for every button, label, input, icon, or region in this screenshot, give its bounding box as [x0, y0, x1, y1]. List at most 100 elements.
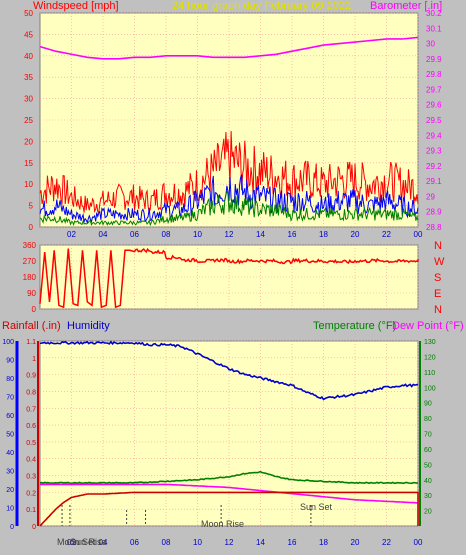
rainfall-tick-label: 0 [32, 524, 36, 531]
rainfall-tick-label: 0.6 [26, 423, 36, 430]
wind-x-tick-label: 06 [130, 230, 139, 239]
windspeed-tick-label: 25 [24, 116, 33, 125]
wind-x-tick-label: 22 [382, 230, 391, 239]
temperature-tick-label: 100 [424, 385, 436, 392]
temperature-tick-label: 30 [424, 493, 432, 500]
rainfall-line [39, 491, 419, 527]
windspeed-tick-label: 40 [24, 52, 33, 61]
windspeed-tick-label: 20 [24, 137, 33, 146]
rain-x-tick-label: 14 [256, 538, 265, 547]
rainfall-tick-label: 0.5 [26, 440, 36, 447]
rainfall-tick-label: 0.7 [26, 406, 36, 413]
rain-x-tick-label: 10 [193, 538, 202, 547]
rainfall-tick-label: 1.1 [26, 339, 36, 346]
temperature-tick-label: 50 [424, 462, 432, 469]
axis-tick-labels: 0510152025303540455028.828.92929.129.229… [2, 9, 445, 547]
wind-barometer-series [39, 36, 419, 227]
temperature-line [39, 470, 419, 485]
humidity-line [39, 340, 419, 401]
rain-x-tick-label: 12 [225, 538, 234, 547]
humidity-tick-label: 90 [6, 358, 14, 365]
compass-label: W [434, 256, 445, 268]
compass-label: E [434, 288, 441, 300]
windspeed-tick-label: 15 [24, 159, 33, 168]
rain-x-tick-label: 20 [351, 538, 360, 547]
rain-x-tick-label: 22 [382, 538, 391, 547]
rain-x-tick-label: 06 [130, 538, 139, 547]
humidity-tick-label: 60 [6, 413, 14, 420]
barometer-tick-label: 29.4 [426, 131, 442, 140]
moon-set-label: Moon Set [57, 537, 96, 547]
rainfall-title: Rainfall (.in) [2, 320, 61, 332]
humidity-title: Humidity [67, 320, 110, 332]
compass-label: N [434, 304, 442, 316]
temperature-tick-label: 90 [424, 401, 432, 408]
humidity-tick-label: 20 [6, 487, 14, 494]
humidity-tick-label: 50 [6, 432, 14, 439]
humidity-tick-label: 80 [6, 376, 14, 383]
direction-tick-label: 0 [32, 305, 37, 314]
compass-label: N [434, 240, 442, 252]
rain-x-tick-label: 04 [99, 538, 108, 547]
wind-x-tick-label: 08 [162, 230, 171, 239]
rain-x-tick-label: 02 [67, 538, 76, 547]
barometer-line [39, 36, 419, 60]
temperature-tick-label: 110 [424, 370, 435, 377]
rainfall-tick-label: 0.2 [26, 490, 36, 497]
barometer-tick-label: 29 [426, 192, 435, 201]
temperature-tick-label: 80 [424, 416, 432, 423]
wind-x-tick-label: 20 [351, 230, 360, 239]
rainfall-tick-label: 0.3 [26, 474, 36, 481]
rainfall-tick-label: 0.1 [26, 507, 36, 514]
event-markers [61, 505, 312, 526]
rain-x-tick-label: 18 [319, 538, 328, 547]
barometer-tick-label: 29.9 [426, 55, 442, 64]
wind-x-tick-label: 02 [67, 230, 76, 239]
barometer-tick-label: 29.1 [426, 177, 442, 186]
direction-tick-label: 270 [23, 257, 37, 266]
rain-humidity-series [39, 340, 419, 527]
barometer-tick-label: 29.7 [426, 85, 442, 94]
barometer-tick-label: 29.5 [426, 116, 442, 125]
temperature-tick-label: 40 [424, 478, 432, 485]
wind-x-tick-label: 00 [414, 230, 423, 239]
barometer-tick-label: 30.1 [426, 24, 442, 33]
windspeed-tick-label: 35 [24, 73, 33, 82]
wind-x-tick-label: 12 [225, 230, 234, 239]
wind-x-tick-label: 04 [99, 230, 108, 239]
humidity-tick-label: 100 [2, 339, 14, 346]
windspeed-tick-label: 0 [29, 223, 34, 232]
temperature-title: Temperature (°F) [313, 320, 396, 332]
rain-x-tick-label: 16 [288, 538, 297, 547]
compass-label: S [434, 272, 441, 284]
barometer-tick-label: 28.9 [426, 208, 442, 217]
temperature-tick-label: 20 [424, 509, 432, 516]
sun-set-label: Sun Set [300, 502, 333, 512]
dewpoint-line [40, 483, 419, 504]
rainfall-tick-label: 0.4 [26, 457, 36, 464]
wind-direction-line [39, 247, 419, 309]
wind-direction-series [39, 247, 419, 309]
humidity-tick-label: 40 [6, 450, 14, 457]
rainfall-tick-label: 1 [32, 356, 36, 363]
direction-tick-label: 360 [23, 241, 37, 250]
humidity-tick-label: 70 [6, 395, 14, 402]
windspeed-tick-label: 50 [24, 9, 33, 18]
windspeed-title: Windspeed [mph] [33, 0, 119, 12]
humidity-tick-label: 30 [6, 469, 14, 476]
windspeed-tick-label: 30 [24, 95, 33, 104]
moon-rise-label: Moon Rise [201, 519, 244, 529]
temperature-tick-label: 60 [424, 447, 432, 454]
rain-humidity-grid [40, 340, 419, 527]
temperature-tick-label: 130 [424, 339, 436, 346]
humidity-tick-label: 10 [6, 506, 14, 513]
wind-average-line [39, 190, 419, 227]
barometer-tick-label: 29.8 [426, 70, 442, 79]
barometer-tick-label: 29.6 [426, 101, 442, 110]
rain-x-tick-label: 08 [162, 538, 171, 547]
wind-x-tick-label: 10 [193, 230, 202, 239]
barometer-tick-label: 30 [426, 40, 435, 49]
dewpoint-title: Dew Point (°F) [392, 320, 464, 332]
windspeed-tick-label: 10 [24, 180, 33, 189]
